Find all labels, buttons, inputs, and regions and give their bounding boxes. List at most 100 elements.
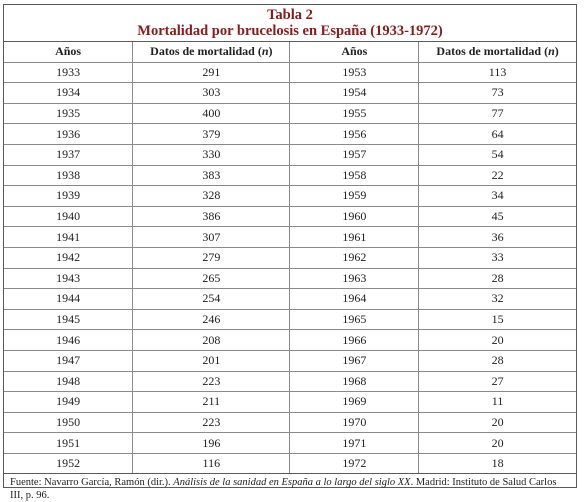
- table-row: 1944 254 1964 32: [4, 288, 576, 310]
- value-left-cell: 201: [132, 350, 291, 372]
- year-left-cell: 1952: [4, 453, 134, 475]
- value-right-cell: 22: [418, 165, 576, 187]
- table-row: 1937 330 1957 54: [4, 144, 576, 166]
- header-data-right-prefix: Datos de mortalidad (: [436, 44, 549, 59]
- table-row: 1950 223 1970 20: [4, 412, 576, 434]
- year-right-cell: 1969: [289, 391, 420, 413]
- table-row: 1938 383 1958 22: [4, 165, 576, 187]
- table-row: 1936 379 1956 64: [4, 123, 576, 145]
- value-left-cell: 196: [132, 432, 291, 454]
- year-right-cell: 1965: [289, 309, 420, 331]
- year-right-cell: 1963: [289, 268, 420, 290]
- year-left-cell: 1935: [4, 103, 134, 125]
- value-left-cell: 265: [132, 268, 291, 290]
- year-left-cell: 1939: [4, 185, 134, 207]
- year-left-cell: 1943: [4, 268, 134, 290]
- year-right-cell: 1954: [289, 82, 420, 104]
- header-row: Años Datos de mortalidad (n) Años Datos …: [4, 42, 576, 63]
- table-row: 1952 116 1972 18: [4, 453, 576, 475]
- mortality-table: Años Datos de mortalidad (n) Años Datos …: [4, 42, 576, 475]
- year-right-cell: 1972: [289, 453, 420, 475]
- year-right-cell: 1958: [289, 165, 420, 187]
- year-right-cell: 1961: [289, 226, 420, 248]
- year-left-cell: 1948: [4, 371, 134, 393]
- header-data-left-suffix: ): [268, 44, 273, 59]
- value-right-cell: 33: [418, 247, 576, 269]
- value-right-cell: 77: [418, 103, 576, 125]
- year-right-cell: 1960: [289, 206, 420, 228]
- value-left-cell: 208: [132, 329, 291, 351]
- table-row: 1935 400 1955 77: [4, 103, 576, 125]
- year-left-cell: 1950: [4, 412, 134, 434]
- value-right-cell: 28: [418, 350, 576, 372]
- year-right-cell: 1966: [289, 329, 420, 351]
- value-right-cell: 54: [418, 144, 576, 166]
- header-data-left-prefix: Datos de mortalidad (: [150, 44, 262, 59]
- year-right-cell: 1956: [289, 123, 420, 145]
- value-right-cell: 28: [418, 268, 576, 290]
- value-left-cell: 223: [132, 371, 291, 393]
- value-left-cell: 307: [132, 226, 291, 248]
- table-row: 1948 223 1968 27: [4, 371, 576, 393]
- table-row: 1947 201 1967 28: [4, 350, 576, 372]
- year-left-cell: 1938: [4, 165, 134, 187]
- value-right-cell: 34: [418, 185, 576, 207]
- table-row: 1946 208 1966 20: [4, 329, 576, 351]
- value-left-cell: 400: [132, 103, 291, 125]
- table-row: 1951 196 1971 20: [4, 432, 576, 454]
- value-left-cell: 279: [132, 247, 291, 269]
- value-right-cell: 45: [418, 206, 576, 228]
- value-right-cell: 36: [418, 226, 576, 248]
- year-left-cell: 1940: [4, 206, 134, 228]
- year-left-cell: 1941: [4, 226, 134, 248]
- source-title: Análisis de la sanidad en España a lo la…: [173, 477, 411, 489]
- year-left-cell: 1942: [4, 247, 134, 269]
- value-right-cell: 20: [418, 329, 576, 351]
- year-right-cell: 1959: [289, 185, 420, 207]
- year-left-cell: 1951: [4, 432, 134, 454]
- value-left-cell: 379: [132, 123, 291, 145]
- year-left-cell: 1947: [4, 350, 134, 372]
- table-row: 1939 328 1959 34: [4, 185, 576, 207]
- value-left-cell: 330: [132, 144, 291, 166]
- value-left-cell: 291: [132, 62, 291, 84]
- year-left-cell: 1944: [4, 288, 134, 310]
- value-left-cell: 254: [132, 288, 291, 310]
- table-row: 1934 303 1954 73: [4, 82, 576, 104]
- year-right-cell: 1953: [289, 62, 420, 84]
- year-right-cell: 1968: [289, 371, 420, 393]
- year-right-cell: 1970: [289, 412, 420, 434]
- value-left-cell: 211: [132, 391, 291, 413]
- year-left-cell: 1949: [4, 391, 134, 413]
- value-left-cell: 246: [132, 309, 291, 331]
- year-left-cell: 1945: [4, 309, 134, 331]
- source-prefix: Fuente: Navarro García, Ramón (dir.).: [10, 477, 174, 489]
- value-left-cell: 383: [132, 165, 291, 187]
- year-right-cell: 1967: [289, 350, 420, 372]
- value-left-cell: 116: [132, 453, 291, 475]
- header-data-right-unit: n: [548, 44, 555, 59]
- value-left-cell: 386: [132, 206, 291, 228]
- year-left-cell: 1934: [4, 82, 134, 104]
- value-right-cell: 73: [418, 82, 576, 104]
- year-left-cell: 1946: [4, 329, 134, 351]
- value-right-cell: 32: [418, 288, 576, 310]
- table-row: 1940 386 1960 45: [4, 206, 576, 228]
- value-right-cell: 27: [418, 371, 576, 393]
- header-years-left: Años: [4, 42, 134, 63]
- value-left-cell: 303: [132, 82, 291, 104]
- year-right-cell: 1971: [289, 432, 420, 454]
- value-right-cell: 20: [418, 412, 576, 434]
- table-row: 1949 211 1969 11: [4, 391, 576, 413]
- year-left-cell: 1933: [4, 62, 134, 84]
- source-note: Fuente: Navarro García, Ramón (dir.). An…: [4, 474, 576, 502]
- header-data-left: Datos de mortalidad (n): [132, 42, 291, 63]
- source-suffix: . Madrid: Instituto de Salud Carlos III,…: [10, 477, 557, 501]
- table-row: 1933 291 1953 113: [4, 62, 576, 84]
- value-right-cell: 18: [418, 453, 576, 475]
- value-right-cell: 11: [418, 391, 576, 413]
- table-row: 1942 279 1962 33: [4, 247, 576, 269]
- header-data-right: Datos de mortalidad (n): [418, 42, 576, 63]
- header-years-right: Años: [289, 42, 420, 63]
- year-right-cell: 1955: [289, 103, 420, 125]
